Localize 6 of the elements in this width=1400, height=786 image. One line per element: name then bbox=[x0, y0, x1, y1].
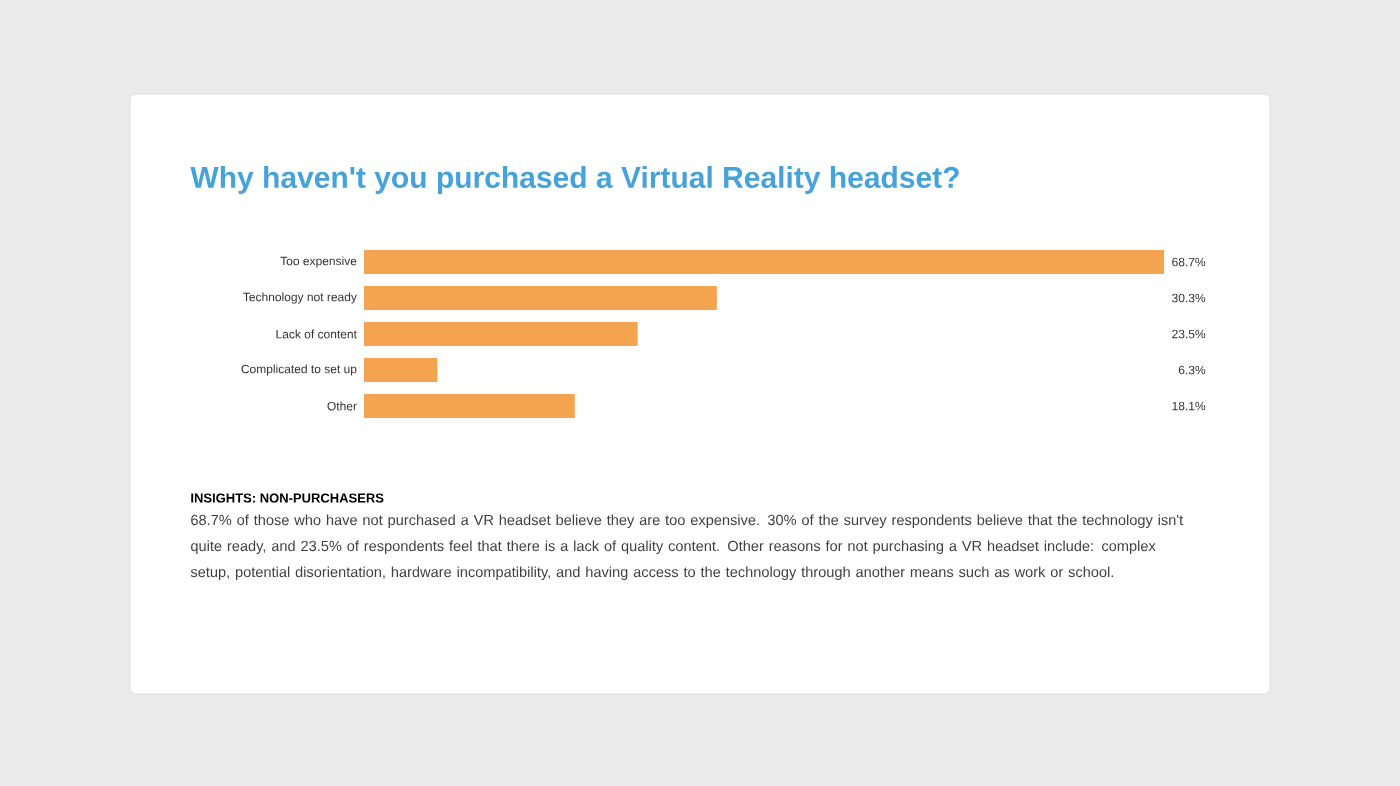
bar bbox=[364, 322, 638, 347]
bar bbox=[364, 394, 575, 419]
bar bbox=[364, 286, 717, 311]
bar bbox=[364, 250, 1165, 275]
chart-title: Why haven't you purchased a Virtual Reality headset? bbox=[190, 166, 959, 194]
bar bbox=[364, 358, 438, 383]
